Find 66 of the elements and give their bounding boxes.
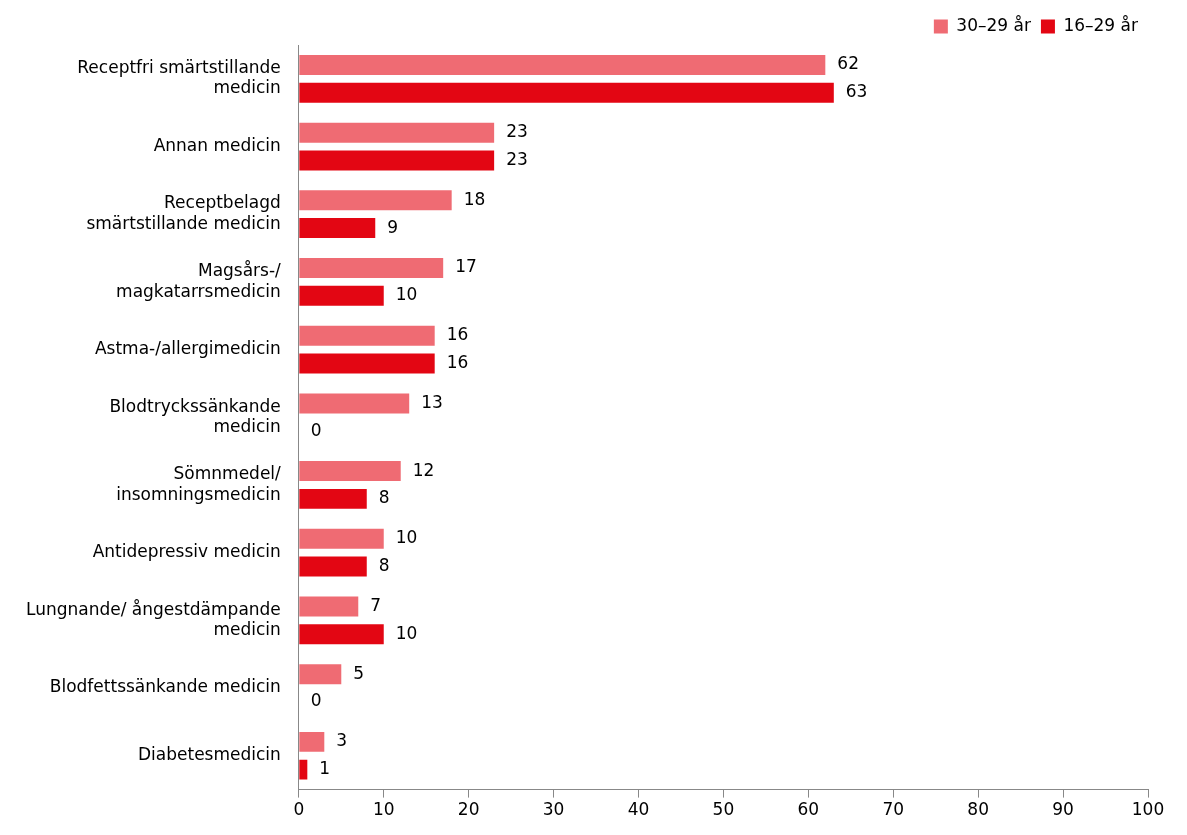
data-label: 0 — [310, 419, 322, 440]
y-tick-label: Receptbelagd smärtstillande medicin — [86, 192, 281, 233]
x-tick-label: 0 — [293, 799, 305, 820]
bar — [299, 528, 384, 549]
data-label: 8 — [378, 487, 390, 508]
data-label: 62 — [837, 53, 859, 74]
data-label: 10 — [395, 527, 418, 548]
data-label: 13 — [421, 391, 443, 412]
x-tick-label: 90 — [1052, 799, 1074, 820]
bar — [299, 488, 367, 509]
data-label: 17 — [455, 256, 477, 277]
data-label: 10 — [395, 284, 418, 305]
legend-label: 30–29 år — [956, 14, 1031, 35]
data-label: 16 — [446, 351, 469, 372]
y-tick-label: Sömnmedel/ insomningsmedicin — [116, 463, 282, 504]
data-label: 10 — [395, 622, 418, 643]
data-label: 3 — [336, 730, 348, 751]
y-tick-label: Receptfri smärtstillande medicin — [77, 57, 281, 98]
x-tick-label: 30 — [542, 799, 565, 820]
bar — [299, 54, 826, 75]
y-tick-label: Antidepressiv medicin — [92, 541, 281, 562]
bar — [299, 122, 495, 143]
bar — [299, 461, 401, 482]
data-label: 8 — [378, 554, 390, 575]
bar — [299, 82, 834, 103]
bar — [299, 285, 384, 306]
data-label: 1 — [319, 758, 331, 779]
data-label: 7 — [370, 594, 382, 615]
data-label: 12 — [412, 459, 435, 480]
y-tick-label: Blodtryckssänkande medicin — [109, 395, 281, 436]
data-label: 63 — [845, 81, 868, 102]
y-tick-label: Blodfettssänkande medicin — [49, 676, 281, 697]
bar — [299, 150, 495, 171]
y-tick-label: Astma-/allergimedicin — [94, 338, 281, 359]
x-tick-label: 80 — [967, 799, 989, 820]
bar — [299, 218, 376, 239]
bar — [299, 624, 384, 645]
bar — [299, 556, 367, 577]
data-label: 0 — [310, 690, 322, 711]
x-tick-label: 60 — [797, 799, 820, 820]
data-label: 23 — [506, 121, 528, 142]
bar — [299, 596, 359, 617]
x-tick-label: 70 — [882, 799, 905, 820]
y-tick-label: Annan medicin — [153, 134, 281, 155]
bar — [299, 759, 308, 780]
bar — [299, 325, 435, 346]
bar — [299, 190, 452, 211]
bar — [299, 258, 444, 279]
y-tick-label: Magsårs-/ magkatarrsmedicin — [116, 260, 282, 301]
bar — [299, 353, 435, 374]
y-tick-label: Diabetesmedicin — [137, 744, 281, 765]
legend-label: 16–29 år — [1063, 14, 1139, 35]
bar — [299, 393, 410, 414]
data-label: 23 — [506, 148, 528, 169]
x-tick-label: 10 — [372, 799, 395, 820]
x-tick-label: 20 — [457, 799, 480, 820]
bar — [299, 731, 325, 752]
data-label: 16 — [446, 324, 469, 345]
data-label: 5 — [353, 662, 365, 683]
bar — [299, 664, 342, 685]
x-tick-label: 40 — [627, 799, 650, 820]
data-label: 9 — [387, 216, 399, 237]
data-label: 18 — [463, 188, 486, 209]
x-tick-label: 100 — [1131, 799, 1165, 820]
x-tick-label: 50 — [712, 799, 735, 820]
y-tick-label: Lungnande/ ångestdämpande medicin — [26, 598, 281, 639]
